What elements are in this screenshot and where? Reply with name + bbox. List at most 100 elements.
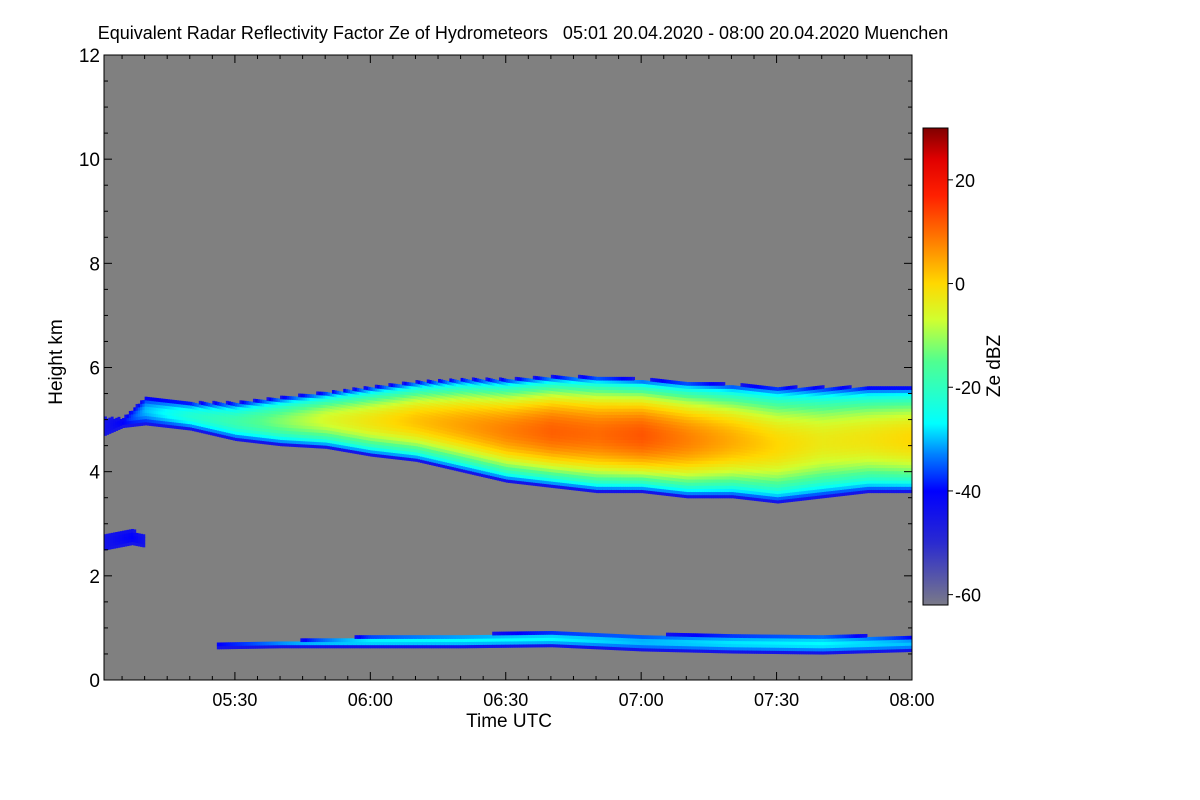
heat-cell bbox=[280, 442, 283, 447]
heat-cell bbox=[237, 431, 241, 436]
heat-cell bbox=[600, 411, 604, 415]
heat-cell bbox=[426, 448, 430, 452]
heat-cell bbox=[616, 455, 620, 459]
heat-cell bbox=[456, 430, 459, 434]
heat-cell bbox=[589, 419, 593, 424]
heat-cell bbox=[397, 399, 401, 404]
heat-cell bbox=[474, 427, 478, 432]
heat-cell bbox=[216, 411, 220, 415]
heat-cell bbox=[618, 445, 622, 450]
heat-cell bbox=[539, 464, 543, 468]
heat-cell bbox=[609, 464, 613, 469]
heat-cell bbox=[395, 427, 399, 432]
heat-cell bbox=[336, 406, 340, 411]
heat-cell bbox=[566, 385, 570, 390]
heat-cell bbox=[539, 414, 543, 418]
heat-cell bbox=[568, 408, 572, 412]
heat-cell bbox=[392, 427, 396, 432]
heat-cell bbox=[383, 451, 387, 456]
heat-cell bbox=[383, 395, 387, 399]
heat-cell bbox=[431, 405, 435, 410]
heat-cell bbox=[444, 430, 448, 435]
heat-cell bbox=[607, 420, 611, 425]
heat-cell bbox=[383, 432, 387, 437]
heat-cell bbox=[383, 445, 387, 449]
heat-cell bbox=[598, 470, 602, 475]
heat-cell bbox=[535, 419, 538, 424]
heat-cell bbox=[284, 439, 288, 444]
heat-cell bbox=[401, 412, 405, 417]
heat-cell bbox=[223, 409, 227, 414]
heat-cell bbox=[465, 422, 468, 427]
heat-cell bbox=[289, 424, 292, 428]
heat-cell bbox=[379, 410, 383, 414]
heat-cell bbox=[237, 406, 241, 411]
heat-cell bbox=[528, 412, 532, 417]
heat-cell bbox=[582, 403, 586, 408]
heat-cell bbox=[568, 430, 572, 434]
heat-cell bbox=[415, 423, 419, 428]
heat-cell bbox=[514, 442, 518, 447]
heat-cell bbox=[609, 489, 613, 494]
heat-cell bbox=[607, 436, 611, 440]
heat-cell bbox=[510, 379, 514, 384]
heat-cell bbox=[508, 382, 511, 387]
heat-cell bbox=[605, 398, 608, 403]
heat-cell bbox=[164, 402, 168, 406]
heat-cell bbox=[508, 469, 511, 474]
heat-cell bbox=[568, 420, 572, 425]
heat-cell bbox=[609, 405, 613, 409]
heat-cell bbox=[566, 476, 570, 481]
heat-cell bbox=[519, 386, 523, 391]
heat-cell bbox=[548, 455, 552, 460]
heat-cell bbox=[528, 406, 532, 411]
heat-cell bbox=[528, 481, 532, 486]
heat-cell bbox=[508, 391, 511, 396]
heat-cell bbox=[498, 396, 502, 400]
heat-cell bbox=[370, 446, 374, 451]
heat-cell bbox=[404, 428, 408, 433]
heat-cell bbox=[489, 384, 493, 389]
heat-cell bbox=[241, 400, 245, 405]
heat-cell bbox=[431, 396, 435, 400]
heat-cell bbox=[557, 378, 561, 383]
heat-cell bbox=[316, 403, 320, 408]
heat-cell bbox=[435, 403, 439, 408]
heat-cell bbox=[548, 474, 552, 479]
heat-cell bbox=[582, 472, 586, 476]
heat-cell bbox=[564, 395, 568, 399]
heat-cell bbox=[548, 421, 552, 426]
heat-cell bbox=[361, 429, 365, 434]
heat-cell bbox=[602, 476, 606, 481]
heat-cell bbox=[519, 461, 523, 466]
heat-cell bbox=[135, 403, 139, 408]
heat-cell bbox=[429, 455, 432, 459]
heat-cell bbox=[614, 436, 617, 440]
heat-cell bbox=[528, 434, 532, 439]
heat-cell bbox=[523, 443, 527, 448]
heat-cell bbox=[483, 395, 487, 400]
heat-cell bbox=[422, 384, 426, 389]
heat-cell bbox=[243, 416, 247, 421]
heat-cell bbox=[575, 443, 579, 447]
heat-cell bbox=[426, 438, 430, 443]
heat-cell bbox=[505, 400, 509, 405]
heat-cell bbox=[460, 440, 464, 445]
heat-cell bbox=[474, 406, 478, 410]
heat-cell bbox=[431, 439, 435, 444]
heat-cell bbox=[510, 473, 514, 477]
heat-cell bbox=[514, 380, 518, 384]
heat-cell bbox=[289, 418, 292, 422]
heat-cell bbox=[503, 425, 507, 430]
heat-cell bbox=[600, 433, 604, 437]
heat-cell bbox=[401, 437, 405, 442]
heat-cell bbox=[544, 433, 547, 438]
heat-cell bbox=[535, 460, 538, 465]
heat-cell bbox=[442, 442, 446, 447]
heat-cell bbox=[462, 422, 466, 426]
heat-cell bbox=[537, 466, 541, 471]
heat-cell bbox=[532, 382, 536, 386]
heat-cell bbox=[359, 432, 362, 436]
heat-cell bbox=[541, 451, 545, 456]
heat-cell bbox=[605, 436, 608, 440]
